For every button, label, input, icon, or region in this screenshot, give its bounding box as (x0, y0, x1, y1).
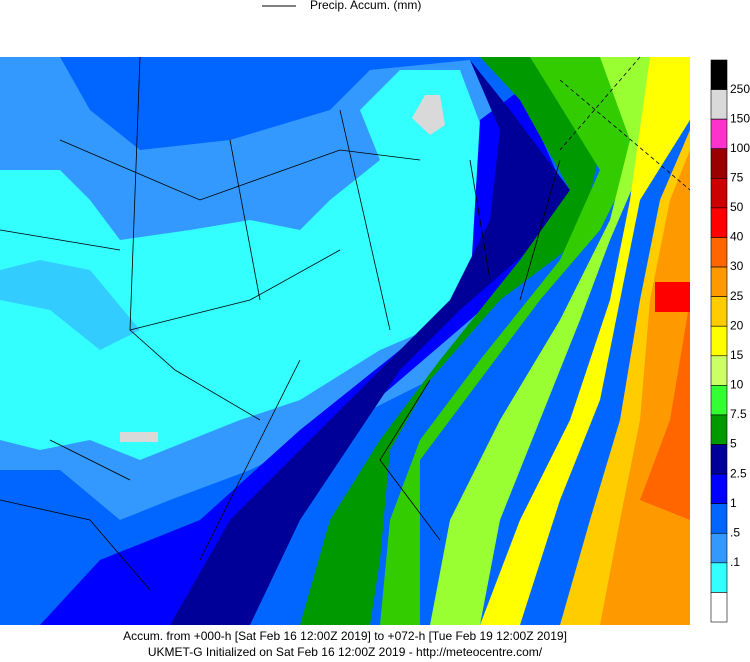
borders (0, 56, 561, 591)
colorbar-box (710, 473, 728, 504)
colorbar-box (710, 355, 728, 386)
region-05mm-b (0, 260, 140, 350)
colorbar-box (710, 444, 728, 475)
legend-label: Precip. Accum. (mm) (310, 0, 421, 12)
colorbar-label: 100 (730, 141, 750, 155)
colorbar-label: 150 (730, 111, 750, 125)
colorbar-label: 50 (730, 200, 744, 214)
colorbar-label: 7.5 (730, 407, 747, 421)
region-10mm (380, 57, 640, 625)
colorbar-box (710, 592, 728, 623)
region-50mm (655, 282, 690, 312)
region-20mm (480, 57, 690, 625)
map (0, 56, 691, 625)
region-40mm (640, 170, 690, 520)
colorbar-box (710, 178, 728, 209)
colorbar-label: 1 (730, 496, 737, 510)
colorbar-box (710, 296, 728, 327)
colorbar-label: 250 (730, 82, 750, 96)
colorbar-label: 30 (730, 259, 744, 273)
colorbar-box (710, 503, 728, 534)
region-75mm (300, 57, 600, 625)
colorbar-box (710, 325, 728, 357)
colorbar-label: .5 (730, 525, 740, 539)
footer-line-1: Accum. from +000-h [Sat Feb 16 12:00Z 20… (123, 629, 567, 643)
colorbar: 250 150 100 75 50 40 30 25 20 15 10 7.5 5 2.5 1 .5 .1 (710, 59, 750, 623)
region-05mm (0, 70, 490, 460)
region-5mm (170, 60, 570, 625)
colorbar-label: 75 (730, 170, 744, 184)
colorbar-box (710, 562, 728, 593)
colorbar-label: 15 (730, 348, 744, 362)
colorbar-label: 25 (730, 289, 744, 303)
colorbar-box (710, 414, 728, 445)
colorbar-box (710, 59, 728, 90)
footer-line-2: UKMET-G Initialized on Sat Feb 16 12:00Z… (148, 645, 543, 659)
colorbar-label: 40 (730, 230, 744, 244)
colorbar-box (710, 118, 728, 150)
colorbar-box (710, 148, 728, 179)
dashed-line (559, 56, 691, 191)
colorbar-label: 5 (730, 437, 737, 451)
colorbar-box (710, 207, 728, 238)
colorbar-label: .1 (730, 555, 740, 569)
colorbar-label: 10 (730, 378, 744, 392)
colorbar-box (710, 237, 728, 268)
colorbar-box (710, 532, 728, 564)
colorbar-label: 20 (730, 318, 744, 332)
colorbar-label: 2.5 (730, 466, 747, 480)
region-250mm (412, 95, 445, 135)
colorbar-box (710, 385, 728, 416)
region-15mm (430, 57, 690, 625)
region-250mm-b (120, 432, 158, 442)
colorbar-box (710, 89, 728, 120)
colorbar-box (710, 266, 728, 297)
